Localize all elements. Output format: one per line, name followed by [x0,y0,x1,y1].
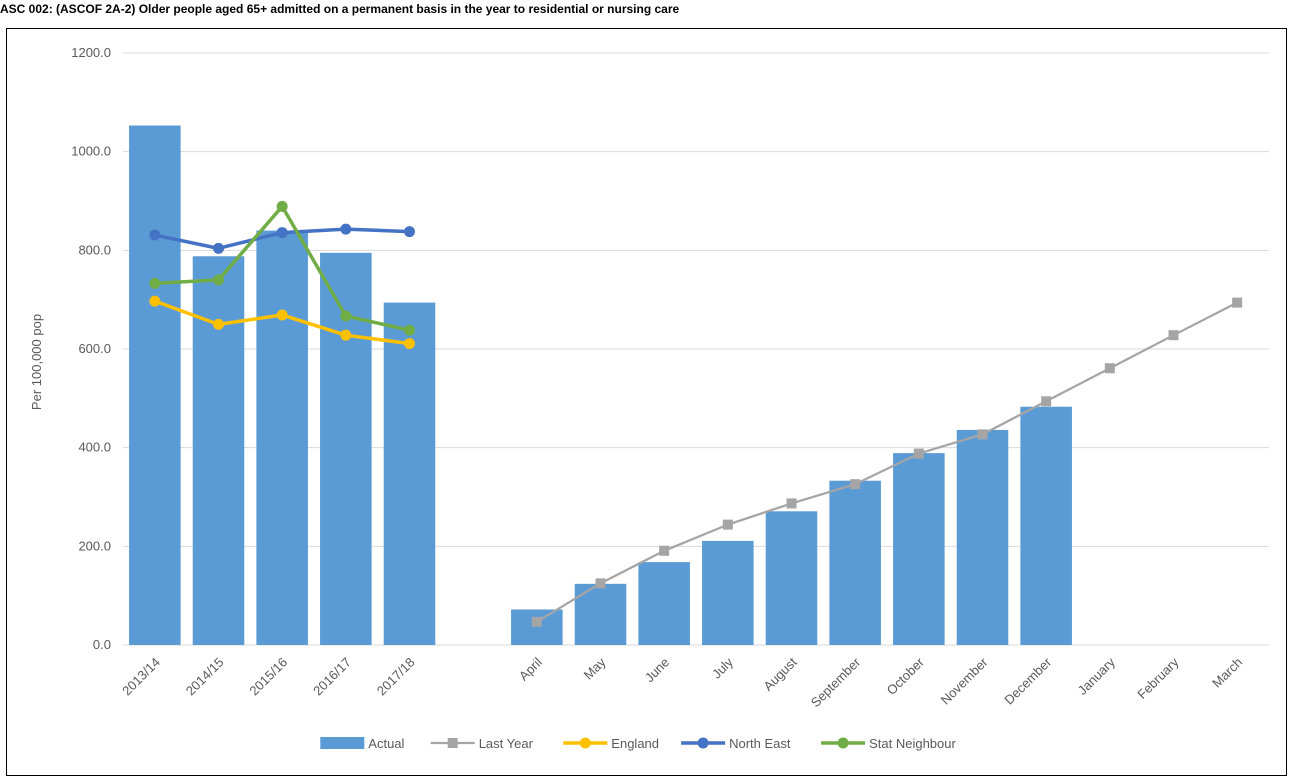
data-point [340,329,352,341]
data-point [404,338,415,350]
bar [829,480,881,645]
data-point [977,429,988,440]
bar [638,562,690,645]
legend-label: North East [729,736,791,751]
series-england [149,295,415,350]
bar [1020,406,1072,645]
x-tick-label: January [1075,654,1119,698]
x-tick-label: November [938,654,991,707]
x-tick-label: 2013/14 [119,655,163,699]
legend-item: England [563,736,659,751]
bar [893,453,945,645]
legend-label: Last Year [479,736,534,751]
data-point [1104,363,1115,374]
legend-marker [837,737,849,749]
y-axis-ticks: 0.0 200.0 400.0 600.0 800.0 1000.0 1200.0 [71,45,111,652]
x-tick-label: May [581,654,609,682]
bar [129,125,181,645]
legend-swatch [320,737,365,749]
bar [765,511,818,645]
legend-item: North East [681,736,791,751]
legend-label: England [611,736,659,751]
legend-item: Actual [320,736,405,751]
x-tick-label: March [1209,655,1245,691]
series-last-year [531,297,1243,627]
bar [192,256,245,645]
bar [956,429,1009,645]
x-tick-label: August [760,654,799,693]
y-tick-label: 1000.0 [71,144,111,159]
bars [129,125,1072,646]
y-tick-label: 800.0 [78,242,111,257]
x-tick-label: 2016/17 [310,655,354,699]
gridlines [123,52,1269,646]
chart-title: ASC 002: (ASCOF 2A-2) Older people aged … [0,2,680,16]
series-line [536,301,1238,623]
legend-marker [579,737,591,749]
data-point [213,274,224,286]
data-point [213,318,224,330]
bar [511,609,563,645]
x-tick-label: October [884,654,928,698]
x-tick-label: June [642,655,673,686]
y-tick-label: 1200.0 [71,45,111,60]
chart-plot: 0.0 200.0 400.0 600.0 800.0 1000.0 1200.0 Per … [29,45,1269,751]
legend-item: Stat Neighbour [821,736,956,751]
data-point [149,277,161,289]
data-point [850,479,861,490]
series-stat-neighbour [149,200,415,336]
y-tick-label: 200.0 [78,538,111,553]
data-point [276,227,288,239]
x-tick-label: February [1134,654,1182,702]
chart-frame: 0.0 200.0 400.0 600.0 800.0 1000.0 1200.0 Per … [6,28,1287,776]
data-point [404,324,415,336]
legend-marker [697,737,709,749]
x-tick-label: December [1001,654,1054,707]
x-tick-label: 2017/18 [374,655,418,699]
data-point [1232,297,1243,308]
data-point [276,200,288,212]
y-tick-label: 400.0 [78,440,111,455]
bar [256,230,308,645]
data-point [404,226,415,238]
data-point [1041,396,1052,407]
data-point [531,616,542,627]
data-point [786,498,797,509]
legend-label: Stat Neighbour [869,736,956,751]
bar [702,540,754,645]
y-tick-label: 600.0 [78,341,111,356]
data-point [149,229,161,241]
x-tick-label: April [516,654,545,683]
data-point [1168,330,1179,341]
x-tick-label: September [808,654,864,710]
data-point [340,310,352,322]
data-point [722,519,733,530]
data-point [213,242,224,254]
x-tick-label: July [709,654,736,681]
data-point [913,448,924,459]
legend-item: Last Year [430,736,534,751]
x-axis-ticks: 2013/14 2014/15 2015/16 2016/17 2017/18 April… [119,654,1245,710]
data-point [276,309,288,321]
legend-marker [447,738,458,748]
bar [383,302,436,645]
legend: Actual Last Year England North East Stat Nei… [320,736,956,751]
y-tick-label: 0.0 [93,637,111,652]
data-point [595,578,606,589]
x-tick-label: 2015/16 [246,655,290,699]
data-point [149,295,161,307]
series-north-east [149,223,415,254]
legend-label: Actual [368,736,404,751]
series-lines [149,200,1243,627]
data-point [659,545,670,556]
y-axis-label: Per 100,000 pop [29,314,44,410]
data-point [340,223,352,235]
x-tick-label: 2014/15 [183,655,227,699]
